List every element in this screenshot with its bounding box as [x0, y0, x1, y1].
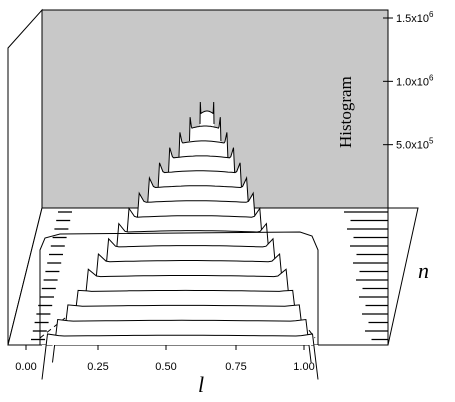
histogram-curve-line: [199, 101, 215, 125]
x-tick-label: 0.25: [87, 361, 108, 373]
depth-axis-label: n: [418, 258, 429, 283]
histogram-curves: [39, 101, 319, 380]
histogram-curve-line: [125, 206, 263, 244]
right-wall: [387, 207, 419, 346]
depth-axis-ticks: [344, 208, 389, 345]
x-axis-label: l: [198, 372, 204, 397]
x-tick-label: 1.00: [293, 361, 314, 373]
histogram-curve-line: [157, 162, 243, 193]
histogram-curve-fill: [42, 334, 318, 380]
histogram-curve-line: [178, 132, 229, 159]
histogram-curve-line: [104, 237, 277, 278]
z-tick-label: 1.0x106: [396, 73, 434, 88]
z-axis-ticks: 5.0x105 1.0x106 1.5x106: [383, 10, 434, 208]
histogram-curve-line: [189, 117, 222, 142]
x-tick-label: 0.75: [225, 361, 246, 373]
histogram-curve-line: [41, 333, 319, 380]
histogram-curve-line: [167, 147, 236, 176]
z-axis-label: Histogram: [336, 76, 355, 148]
front-curve-outline: [39, 231, 319, 345]
histogram-curve-line: [115, 222, 270, 261]
histogram-curve-line: [146, 176, 250, 210]
z-tick-label: 5.0x105: [396, 137, 434, 152]
histogram-curve-line: [62, 304, 305, 346]
x-tick-label: 0.00: [15, 361, 36, 373]
histogram-curve-line: [73, 289, 298, 329]
histogram-curve-line: [136, 191, 257, 227]
histogram-curve-line: [94, 252, 284, 295]
x-tick-label: 0.50: [155, 361, 176, 373]
z-tick-label: 1.5x106: [396, 10, 434, 25]
histogram-curve-line: [83, 268, 291, 312]
x-axis-ticks: 0.00 0.25 0.50 0.75 1.00: [15, 345, 315, 373]
histogram-curve-line: [52, 318, 312, 363]
